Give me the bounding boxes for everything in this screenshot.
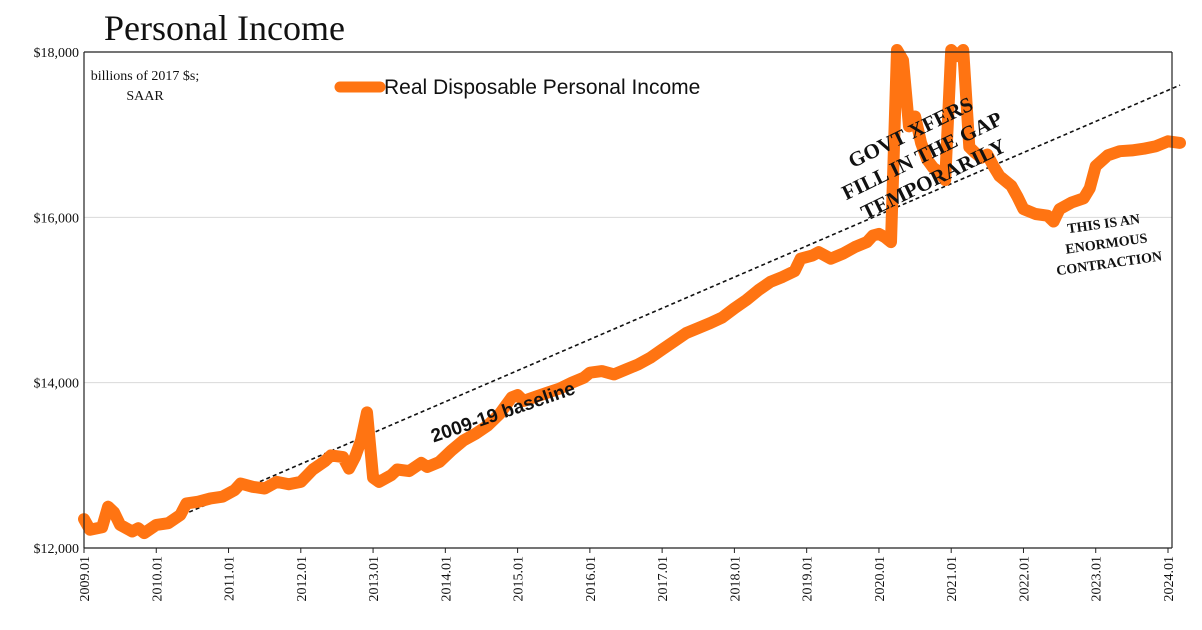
x-tick-label: 2018.01 [728, 556, 743, 602]
x-axis-tick-labels: 2009.01 2010.01 2011.01 2012.01 2013.01 2014.… [78, 548, 1177, 602]
x-tick-label: 2024.01 [1162, 556, 1177, 602]
x-tick-label: 2020.01 [873, 556, 888, 602]
y-tick-label: $12,000 [34, 542, 80, 557]
y-tick-label: $14,000 [34, 377, 80, 392]
y-axis-tick-labels: $12,000 $14,000 $16,000 $18,000 [34, 46, 80, 557]
x-tick-label: 2021.01 [945, 556, 960, 602]
x-tick-label: 2019.01 [801, 556, 816, 602]
govt-transfers-annotation: GOVT XFERS FILL IN THE GAP TEMPORARILY [838, 92, 1010, 225]
x-tick-label: 2010.01 [150, 556, 165, 602]
series-line-real-disposable-personal-income [78, 44, 1186, 540]
units-note-line-2: SAAR [126, 89, 164, 104]
legend-label: Real Disposable Personal Income [384, 76, 700, 99]
x-tick-label: 2015.01 [512, 556, 527, 602]
y-tick-label: $18,000 [34, 46, 80, 61]
units-note-line-1: billions of 2017 $s; [91, 69, 200, 84]
x-tick-label: 2014.01 [439, 556, 454, 602]
contraction-annotation: THIS IS AN ENORMOUS CONTRACTION [1055, 212, 1163, 279]
y-tick-label: $16,000 [34, 211, 80, 226]
gridlines [84, 51, 1172, 549]
chart-title: Personal Income [104, 8, 345, 48]
x-tick-label: 2016.01 [584, 556, 599, 602]
baseline-label: 2009-19 baseline [428, 378, 578, 447]
baseline-trend-line [143, 84, 1181, 533]
x-tick-label: 2022.01 [1017, 556, 1032, 602]
x-tick-label: 2009.01 [78, 556, 93, 602]
x-tick-label: 2017.01 [656, 556, 671, 602]
x-tick-label: 2011.01 [223, 556, 238, 601]
x-tick-label: 2012.01 [295, 556, 310, 602]
x-tick-label: 2013.01 [367, 556, 382, 602]
x-tick-label: 2023.01 [1090, 556, 1105, 602]
